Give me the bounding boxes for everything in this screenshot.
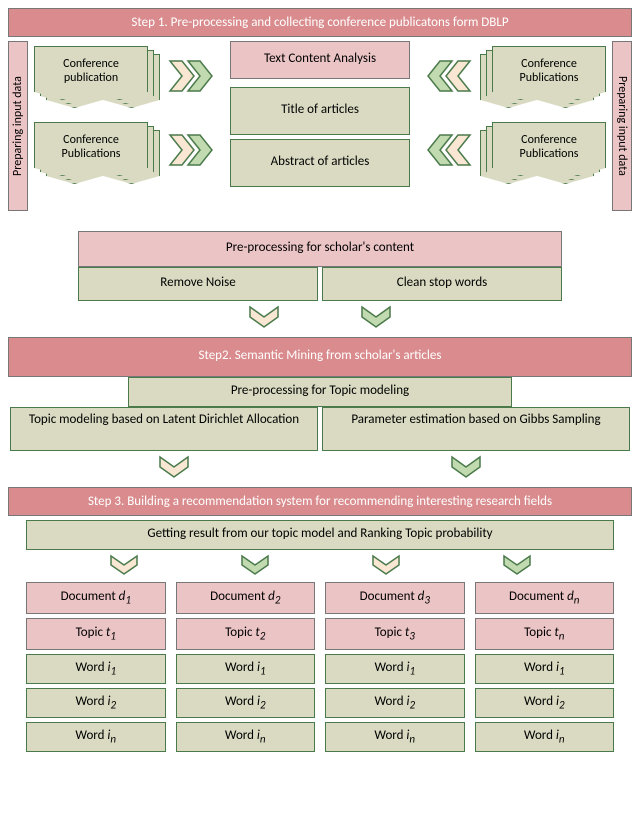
preprocessing-header: Pre-processing for scholar's content xyxy=(78,231,562,267)
document-box: Document dn xyxy=(475,582,615,614)
word-box: Word i1 xyxy=(26,654,166,684)
word-box: Word i1 xyxy=(475,654,615,684)
doc-stack-right-2: Conference Publications xyxy=(480,122,606,182)
document-box: Document d1 xyxy=(26,582,166,614)
chevron-left-icon xyxy=(424,133,472,167)
center-text-analysis: Text Content Analysis xyxy=(230,41,410,79)
remove-noise-box: Remove Noise xyxy=(78,267,318,301)
doc-left-1: Conference publication xyxy=(34,46,148,100)
document-box: Document d2 xyxy=(176,582,316,614)
step1-body: Preparing input data Preparing input dat… xyxy=(8,41,632,231)
doc-right-2: Conference Publications xyxy=(492,122,606,176)
center-title-articles: Title of articles xyxy=(230,87,410,135)
step3-header: Step 3. Building a recommendation system… xyxy=(8,487,632,516)
result-column: Document dn Topic tn Word i1 Word i2 Word in xyxy=(475,582,615,756)
gibbs-box: Parameter estimation based on Gibbs Samp… xyxy=(322,407,630,451)
topic-box: Topic t3 xyxy=(325,618,465,650)
chevron-right-icon xyxy=(168,133,216,167)
result-column: Document d1 Topic t1 Word i1 Word i2 Word in xyxy=(26,582,166,756)
topic-box: Topic t1 xyxy=(26,618,166,650)
chevron-right-icon xyxy=(168,59,216,93)
chevron-left-icon xyxy=(424,59,472,93)
word-box: Word in xyxy=(176,722,316,752)
clean-stopwords-box: Clean stop words xyxy=(322,267,562,301)
doc-stack-right-1: Conference Publications xyxy=(480,46,606,106)
result-column: Document d3 Topic t3 Word i1 Word i2 Word in xyxy=(325,582,465,756)
word-box: Word i1 xyxy=(325,654,465,684)
doc-stack-left-2: Conference Publications xyxy=(34,122,160,182)
chevron-down-icon xyxy=(450,455,482,483)
chevron-down-icon xyxy=(109,554,139,578)
doc-left-2: Conference Publications xyxy=(34,122,148,176)
chevron-down-icon xyxy=(240,554,270,578)
word-box: Word in xyxy=(475,722,615,752)
topic-box: Topic t2 xyxy=(176,618,316,650)
chevron-down-icon xyxy=(502,554,532,578)
word-box: Word i2 xyxy=(176,688,316,718)
center-abstract-articles: Abstract of articles xyxy=(230,139,410,187)
doc-stack-left-1: Conference publication xyxy=(34,46,160,106)
word-box: Word in xyxy=(26,722,166,752)
result-column: Document d2 Topic t2 Word i1 Word i2 Word in xyxy=(176,582,316,756)
step1-header: Step 1. Pre-processing and collecting co… xyxy=(8,8,632,37)
word-box: Word i2 xyxy=(475,688,615,718)
step2-subheader: Pre-processing for Topic modeling xyxy=(128,377,512,407)
chevron-down-icon xyxy=(371,554,401,578)
right-vertical-label: Preparing input data xyxy=(612,41,632,211)
left-vertical-label: Preparing input data xyxy=(8,41,28,211)
document-box: Document d3 xyxy=(325,582,465,614)
word-box: Word i2 xyxy=(325,688,465,718)
word-box: Word i1 xyxy=(176,654,316,684)
diagram-canvas: Step 1. Pre-processing and collecting co… xyxy=(0,0,640,764)
word-box: Word i2 xyxy=(26,688,166,718)
result-columns: Document d1 Topic t1 Word i1 Word i2 Word in… xyxy=(26,582,614,756)
lda-box: Topic modeling based on Latent Dirichlet… xyxy=(10,407,318,451)
chevron-down-icon xyxy=(360,305,392,333)
chevron-down-icon xyxy=(248,305,280,333)
step2-header: Step2. Semantic Mining from scholar's ar… xyxy=(8,337,632,377)
word-box: Word in xyxy=(325,722,465,752)
topic-box: Topic tn xyxy=(475,618,615,650)
doc-right-1: Conference Publications xyxy=(492,46,606,100)
step3-subheader: Getting result from our topic model and … xyxy=(26,520,614,550)
chevron-down-icon xyxy=(158,455,190,483)
